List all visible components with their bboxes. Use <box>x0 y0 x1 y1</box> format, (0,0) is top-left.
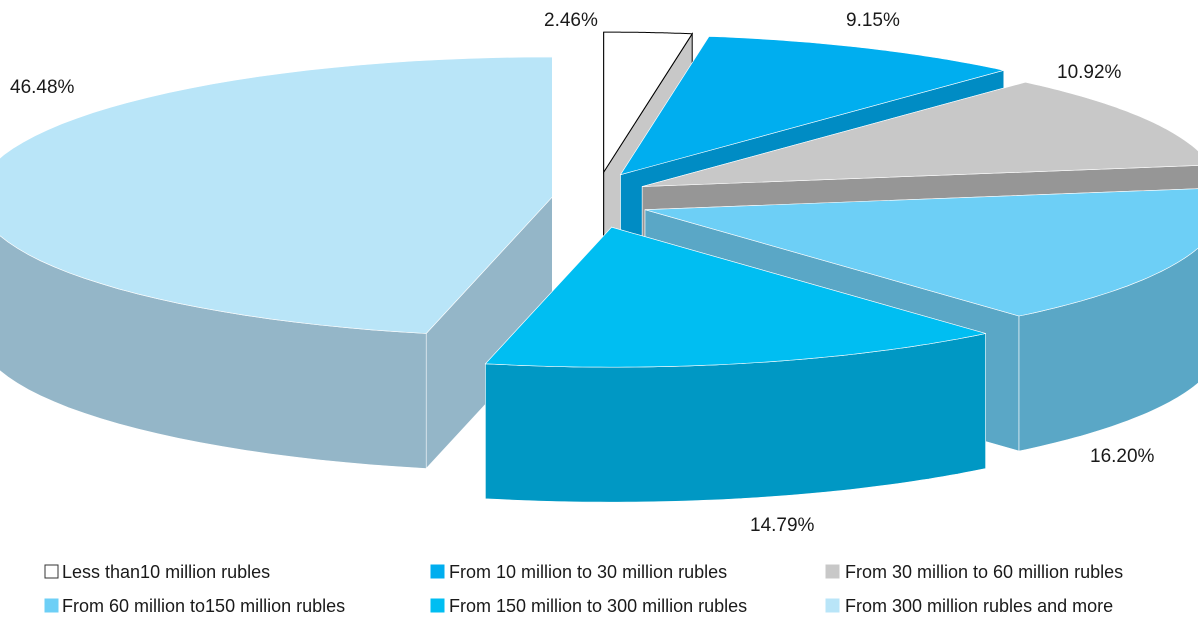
data-label-300m-plus: 46.48% <box>10 77 75 98</box>
legend-swatch-60m-150m <box>45 599 58 612</box>
legend-item-10m-30m: From 10 million to 30 million rubles <box>431 562 727 582</box>
legend-label-150m-300m: From 150 million to 300 million rubles <box>449 596 747 616</box>
legend-label-10m-30m: From 10 million to 30 million rubles <box>449 562 727 582</box>
data-label-10m-30m: 9.15% <box>846 10 900 31</box>
legend-swatch-300m-plus <box>826 599 839 612</box>
legend-swatch-10m-30m <box>431 565 444 578</box>
legend-label-300m-plus: From 300 million rubles and more <box>845 596 1113 616</box>
legend-swatch-150m-300m <box>431 599 444 612</box>
data-label-150m-300m: 14.79% <box>750 515 815 536</box>
legend-swatch-30m-60m <box>826 565 839 578</box>
legend-item-30m-60m: From 30 million to 60 million rubles <box>826 562 1123 582</box>
legend-item-300m-plus: From 300 million rubles and more <box>826 596 1113 616</box>
legend-label-less-than-10m: Less than10 million rubles <box>62 562 270 582</box>
data-label-less-than-10m: 2.46% <box>544 10 598 31</box>
legend-label-30m-60m: From 30 million to 60 million rubles <box>845 562 1123 582</box>
legend-label-60m-150m: From 60 million to150 million rubles <box>62 596 345 616</box>
data-label-60m-150m: 16.20% <box>1090 446 1155 467</box>
legend: Less than10 million rubles From 10 milli… <box>45 562 1123 616</box>
slices-layer <box>0 32 1198 502</box>
data-label-30m-60m: 10.92% <box>1057 62 1122 83</box>
legend-item-less-than-10m: Less than10 million rubles <box>45 562 270 582</box>
legend-item-60m-150m: From 60 million to150 million rubles <box>45 596 345 616</box>
slice-300m-plus <box>0 57 552 469</box>
legend-item-150m-300m: From 150 million to 300 million rubles <box>431 596 747 616</box>
legend-swatch-less-than-10m <box>45 565 58 578</box>
